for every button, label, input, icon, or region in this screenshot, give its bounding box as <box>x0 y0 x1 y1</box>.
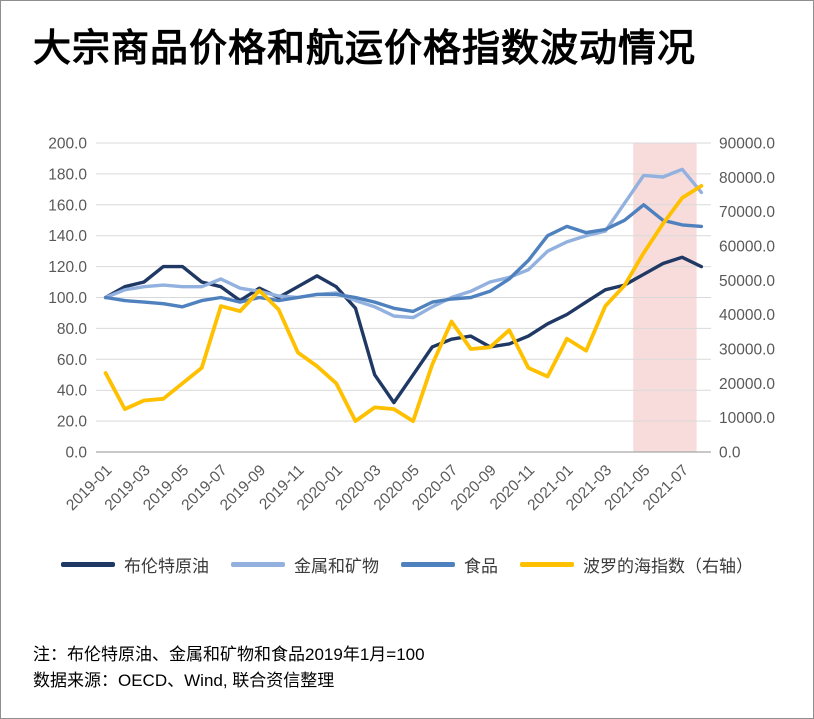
legend-item-food: 食品 <box>401 552 498 577</box>
left-axis-tick-label: 140.0 <box>48 228 87 245</box>
left-axis-tick-label: 60.0 <box>57 352 88 369</box>
left-axis-tick-label: 20.0 <box>57 414 88 431</box>
legend-swatch-metals <box>231 562 285 567</box>
left-axis-tick-label: 0.0 <box>65 445 87 462</box>
chart-notes: 注：布伦特原油、金属和矿物和食品2019年1月=100 数据来源：OECD、Wi… <box>33 642 425 695</box>
series-line-food <box>103 203 704 314</box>
series-line-baltic <box>103 184 704 424</box>
right-axis-tick-label: 20000.0 <box>719 376 775 393</box>
left-axis-tick-label: 40.0 <box>57 383 88 400</box>
legend-item-brent: 布伦特原油 <box>61 552 209 577</box>
right-axis-tick-label: 40000.0 <box>719 307 775 324</box>
left-axis-tick-label: 100.0 <box>48 290 87 307</box>
note-base-line: 注：布伦特原油、金属和矿物和食品2019年1月=100 <box>33 645 425 664</box>
legend-swatch-food <box>401 562 455 567</box>
legend-label-brent: 布伦特原油 <box>124 557 209 576</box>
right-axis-tick-label: 70000.0 <box>719 204 775 221</box>
left-axis-tick-label: 200.0 <box>48 136 87 153</box>
right-axis-tick-label: 50000.0 <box>719 273 775 290</box>
series-line-brent <box>103 255 704 405</box>
right-axis-tick-label: 90000.0 <box>719 136 775 153</box>
chart-title: 大宗商品价格和航运价格指数波动情况 <box>33 28 697 70</box>
right-axis-tick-label: 30000.0 <box>719 342 775 359</box>
legend-label-metals: 金属和矿物 <box>294 557 379 576</box>
right-axis-tick-label: 80000.0 <box>719 170 775 187</box>
right-axis-tick-label: 60000.0 <box>719 239 775 256</box>
note-source-line: 数据来源：OECD、Wind, 联合资信整理 <box>33 671 335 691</box>
commodity-shipping-chart: 0.0 20.0 40.0 60.0 80.0 100.0 120.0 140.0 160.0 1… <box>48 136 775 515</box>
left-axis-tick-label: 120.0 <box>48 259 87 276</box>
legend-item-metals: 金属和矿物 <box>231 552 379 577</box>
legend-swatch-brent <box>61 562 115 567</box>
legend-label-food: 食品 <box>464 557 498 576</box>
chart-legend: 布伦特原油 金属和矿物 食品 波罗的海指数（右轴） <box>1 552 813 577</box>
series-line-metals <box>103 167 704 320</box>
legend-label-baltic: 波罗的海指数（右轴） <box>583 557 753 576</box>
left-axis-tick-label: 80.0 <box>57 321 88 338</box>
left-axis-tick-label: 160.0 <box>48 197 87 214</box>
legend-swatch-baltic <box>520 562 574 567</box>
right-axis-tick-label: 0.0 <box>719 445 741 462</box>
right-axis-tick-label: 10000.0 <box>719 410 775 427</box>
legend-item-baltic: 波罗的海指数（右轴） <box>520 552 753 577</box>
left-axis-tick-label: 180.0 <box>48 166 87 183</box>
